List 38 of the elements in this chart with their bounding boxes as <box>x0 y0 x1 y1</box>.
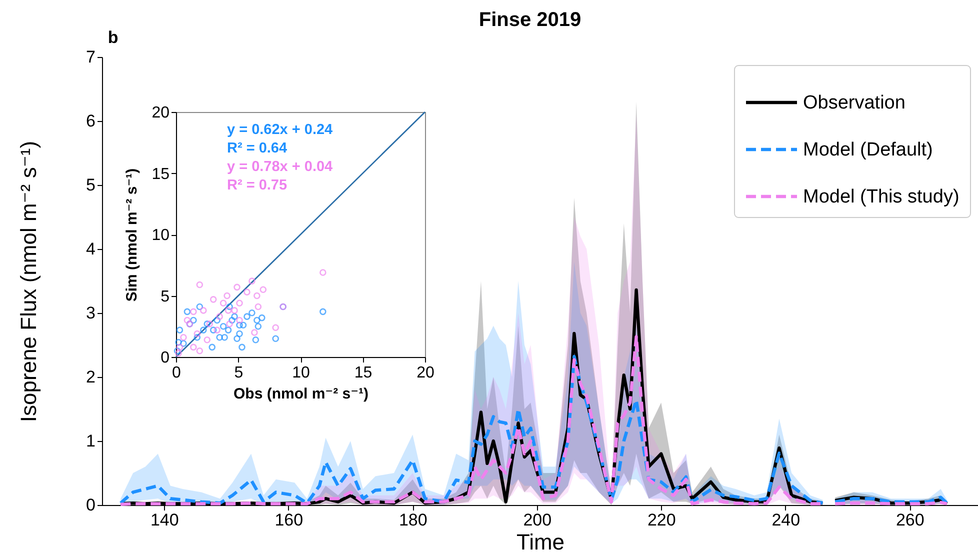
x-axis-title: Obs (nmol m⁻² s⁻¹) <box>234 386 369 402</box>
y-axis-title: Isoprene Flux (nmol m⁻² s⁻¹) <box>16 140 42 422</box>
y-tick-label: 2 <box>86 368 96 386</box>
y-tick-label: 7 <box>86 48 96 66</box>
y-tick-label: 1 <box>86 432 96 450</box>
x-tick-label: 200 <box>523 510 552 530</box>
chart-title: Finse 2019 <box>478 9 582 31</box>
annotation: y = 0.62x + 0.24 <box>227 122 333 138</box>
text: b <box>108 28 118 47</box>
y-tick-label: 0 <box>160 350 170 366</box>
y-tick-label: 0 <box>86 496 96 514</box>
x-tick-label: 0 <box>172 364 182 382</box>
y-tick-label: 4 <box>86 240 96 258</box>
x-tick-label: 20 <box>416 364 434 382</box>
annotation: y = 0.78x + 0.04 <box>227 159 333 175</box>
legend-label: Model (Default) <box>803 140 933 160</box>
x-tick-label: 220 <box>647 510 676 530</box>
y-tick-label: 20 <box>152 104 170 122</box>
y-tick-label: 3 <box>86 304 96 322</box>
legend-label: Observation <box>803 92 906 114</box>
y-tick-label: 10 <box>152 227 170 244</box>
x-tick-label: 10 <box>292 364 310 382</box>
y-tick-label: 6 <box>86 112 96 130</box>
legend-label: Model (This study) <box>803 186 960 208</box>
y-tick-label: 5 <box>160 288 170 306</box>
y-axis-title: Sim (nmol m⁻² s⁻¹) <box>124 168 141 302</box>
annotation: R² = 0.75 <box>227 178 288 194</box>
x-tick-label: 240 <box>772 510 800 530</box>
x-axis-title: Time <box>516 530 565 554</box>
x-tick-label: 160 <box>274 510 304 530</box>
y-tick-label: 5 <box>86 176 96 194</box>
x-tick-label: 15 <box>354 364 372 382</box>
annotation: R² = 0.64 <box>227 140 288 156</box>
x-tick-label: 180 <box>398 510 428 530</box>
x-tick-label: 260 <box>896 510 924 530</box>
x-tick-label: 5 <box>234 364 244 382</box>
y-tick-label: 15 <box>152 166 170 183</box>
x-tick-label: 140 <box>150 510 179 530</box>
